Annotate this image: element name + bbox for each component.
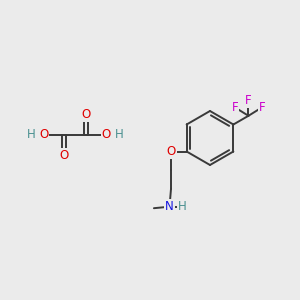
Text: F: F	[245, 94, 252, 107]
Text: O: O	[60, 149, 69, 162]
Text: F: F	[259, 101, 265, 114]
Text: H: H	[27, 128, 36, 142]
Text: H: H	[114, 128, 123, 142]
Text: O: O	[39, 128, 48, 142]
Text: O: O	[102, 128, 111, 142]
Text: N: N	[165, 200, 174, 213]
Text: F: F	[232, 101, 238, 114]
Text: O: O	[167, 145, 176, 158]
Text: H: H	[178, 200, 187, 213]
Text: O: O	[81, 108, 90, 121]
